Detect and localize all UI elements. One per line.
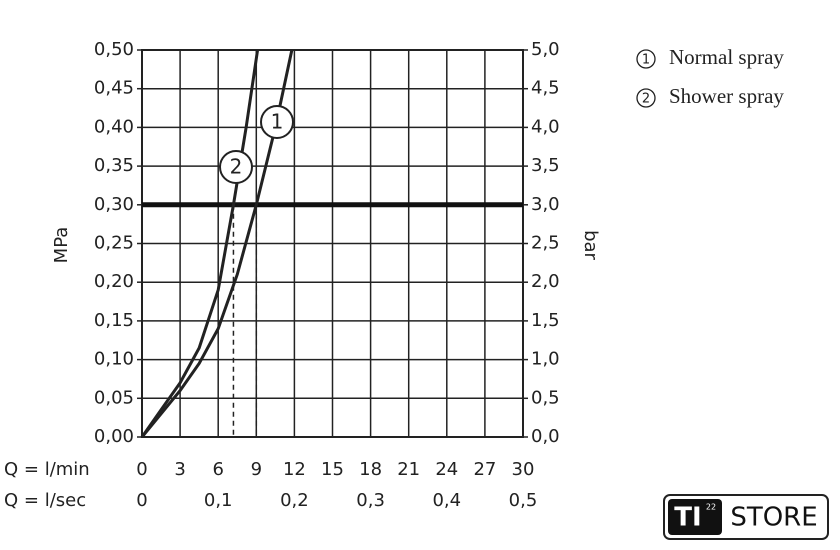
y-tick-label: 0,35 xyxy=(94,155,134,176)
curve-tag xyxy=(219,150,253,184)
legend-marker xyxy=(636,49,656,69)
y2-tick-label: 3,5 xyxy=(531,155,560,176)
y-tick-label: 0,10 xyxy=(94,349,134,370)
x2-tick-label: 0,1 xyxy=(204,490,233,511)
x-tick-label: 3 xyxy=(174,459,185,480)
y2-tick-label: 0,0 xyxy=(531,426,560,447)
y2-tick-label: 4,5 xyxy=(531,78,560,99)
logo-mark: TI xyxy=(674,503,701,533)
legend-marker-label: 2 xyxy=(642,92,650,107)
y2-tick-label: 1,5 xyxy=(531,310,560,331)
x-tick-label: 12 xyxy=(283,459,306,480)
x-tick-label: 21 xyxy=(397,459,420,480)
x-tick-label: 0 xyxy=(136,459,147,480)
curve xyxy=(140,49,260,438)
x-tick-label: 6 xyxy=(212,459,223,480)
brand-logo: TI 22 STORE xyxy=(663,494,829,540)
y-tick-label: 0,25 xyxy=(94,233,134,254)
y-tick-label: 0,00 xyxy=(94,426,134,447)
curve-tag-label: 2 xyxy=(230,155,243,179)
y-tick-label: 0,45 xyxy=(94,78,134,99)
plot-frame xyxy=(141,49,524,438)
y-tick-label: 0,40 xyxy=(94,116,134,137)
y2-tick-label: 2,5 xyxy=(531,233,560,254)
y-tick-label: 0,30 xyxy=(94,194,134,215)
y2-tick-label: 3,0 xyxy=(531,194,560,215)
legend-label: Shower spray xyxy=(669,84,784,108)
x2-tick-label: 0,5 xyxy=(509,490,538,511)
x-tick-label: 30 xyxy=(512,459,535,480)
curve-tag xyxy=(260,105,294,139)
x2-tick-label: 0 xyxy=(136,490,147,511)
logo-block xyxy=(668,499,722,535)
curve xyxy=(140,49,294,438)
x-tick-label: 15 xyxy=(321,459,344,480)
x2-axis-label: Q = l/sec xyxy=(4,490,86,511)
x-tick-label: 9 xyxy=(251,459,262,480)
y2-tick-label: 4,0 xyxy=(531,116,560,137)
legend-label: Normal spray xyxy=(669,45,784,69)
x-axis-label: Q = l/min xyxy=(4,459,90,480)
y-tick-label: 0,50 xyxy=(94,39,134,60)
y2-axis-label: bar xyxy=(580,230,601,260)
x-tick-label: 18 xyxy=(359,459,382,480)
x-tick-label: 24 xyxy=(435,459,458,480)
logo-superscript: 22 xyxy=(706,503,716,512)
legend-marker-label: 1 xyxy=(642,53,650,68)
y2-tick-label: 5,0 xyxy=(531,39,560,60)
x2-tick-label: 0,2 xyxy=(280,490,309,511)
y2-tick-label: 1,0 xyxy=(531,349,560,370)
y2-tick-label: 2,0 xyxy=(531,271,560,292)
x2-tick-label: 0,3 xyxy=(356,490,385,511)
legend-marker xyxy=(636,88,656,108)
curve-tag-label: 1 xyxy=(271,110,284,134)
x2-tick-label: 0,4 xyxy=(432,490,461,511)
y-tick-label: 0,05 xyxy=(94,387,134,408)
y-tick-label: 0,15 xyxy=(94,310,134,331)
y-tick-label: 0,20 xyxy=(94,271,134,292)
y2-tick-label: 0,5 xyxy=(531,387,560,408)
x-tick-label: 27 xyxy=(473,459,496,480)
logo-name: STORE xyxy=(730,503,817,533)
y-axis-label: MPa xyxy=(51,227,72,264)
